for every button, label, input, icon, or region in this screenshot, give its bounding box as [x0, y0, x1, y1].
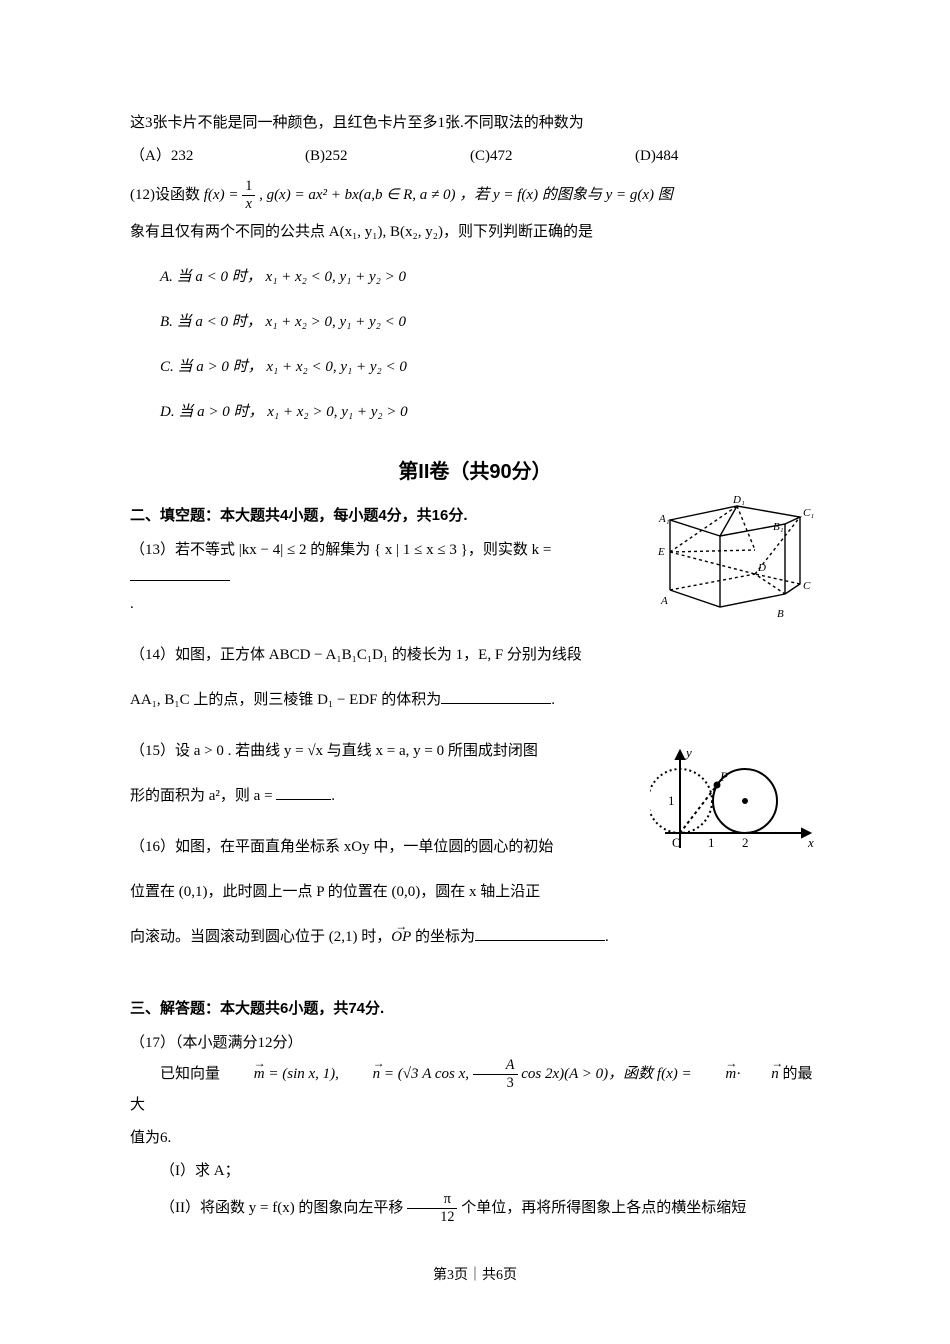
svg-text:x: x: [807, 835, 814, 850]
q11-option-c: (C)472: [470, 143, 635, 170]
q14: （14）如图，正方体 ABCD − A₁B₁C₁D₁ 的棱长为 1，E, F 分…: [130, 642, 820, 714]
q13-blank: [130, 565, 230, 581]
svg-text:2: 2: [742, 835, 749, 850]
q11-stem: 这3张卡片不能是同一种颜色，且红色卡片至多1张.不同取法的种数为: [130, 110, 820, 137]
svg-text:D₁: D₁: [732, 494, 745, 506]
q12-stem-line1: (12)设函数 f(x) = 1x , g(x) = ax² + bx(a,b …: [130, 178, 820, 213]
q11-option-a: （A）232: [130, 143, 305, 170]
svg-text:D: D: [757, 562, 766, 574]
svg-text:A: A: [660, 595, 668, 607]
q12-option-d: D. 当 a > 0 时， x₁ + x₂ > 0, y₁ + y₂ > 0: [160, 399, 820, 426]
svg-text:B₁: B₁: [773, 521, 784, 533]
q12-option-b: B. 当 a < 0 时， x₁ + x₂ > 0, y₁ + y₂ < 0: [160, 309, 820, 336]
q12-math2: , g(x) = ax² + bx(a,b ∈ R, a ≠ 0) ，若 y =…: [255, 187, 672, 203]
svg-text:1: 1: [708, 835, 715, 850]
vector-n: →n: [343, 1061, 381, 1088]
svg-text:O: O: [672, 835, 681, 850]
q11-option-d: (D)484: [635, 143, 678, 170]
solve-heading: 三、解答题：本大题共6小题，共74分.: [130, 995, 820, 1022]
q11-options: （A）232 (B)252 (C)472 (D)484: [130, 143, 820, 170]
q17-frac1: A3: [473, 1057, 518, 1092]
q12-stem-line2: 象有且仅有两个不同的公共点 A(x₁, y₁), B(x₂, y₂)，则下列判断…: [130, 219, 820, 246]
vector-m2: →m: [695, 1061, 736, 1088]
q12-frac: 1x: [242, 178, 255, 213]
svg-text:1: 1: [668, 793, 675, 808]
svg-text:E: E: [657, 546, 665, 558]
svg-text:P: P: [719, 769, 728, 784]
q17-partII: （II）将函数 y = f(x) 的图象向左平移 π12 个单位，再将所得图象上…: [130, 1191, 820, 1226]
cube-figure: D₁ C₁ A₁ B₁ E D C A B: [655, 492, 820, 627]
vector-m: →m: [224, 1061, 265, 1088]
q14-blank: [441, 688, 551, 704]
section2-title: 第II卷（共90分）: [130, 454, 820, 490]
svg-text:C: C: [803, 580, 811, 592]
q17-line2: 值为6.: [130, 1125, 820, 1152]
q15-blank: [276, 784, 331, 800]
q11-option-b: (B)252: [305, 143, 470, 170]
svg-text:y: y: [684, 745, 692, 760]
page-footer: 第3页｜共6页: [130, 1263, 820, 1288]
svg-text:A₁: A₁: [658, 513, 670, 525]
rolling-circle-figure: y x O 1 2 P 1: [650, 743, 820, 863]
q12-option-c: C. 当 a > 0 时， x₁ + x₂ < 0, y₁ + y₂ < 0: [160, 354, 820, 381]
vector-n2: →n: [741, 1061, 779, 1088]
q12-prefix: (12)设函数: [130, 187, 200, 203]
q16-blank: [475, 925, 605, 941]
q17-line1: 已知向量 →m = (sin x, 1), →n = (√3 A cos x, …: [130, 1057, 820, 1119]
q17-frac2: π12: [407, 1191, 457, 1226]
vector-OP: →OP: [391, 924, 411, 951]
q17-partI: （I）求 A；: [130, 1158, 820, 1185]
svg-text:C₁: C₁: [803, 507, 814, 519]
q12-option-a: A. 当 a < 0 时， x₁ + x₂ < 0, y₁ + y₂ > 0: [160, 264, 820, 291]
svg-text:B: B: [777, 608, 784, 620]
q12-math1: f(x) =: [200, 187, 242, 203]
